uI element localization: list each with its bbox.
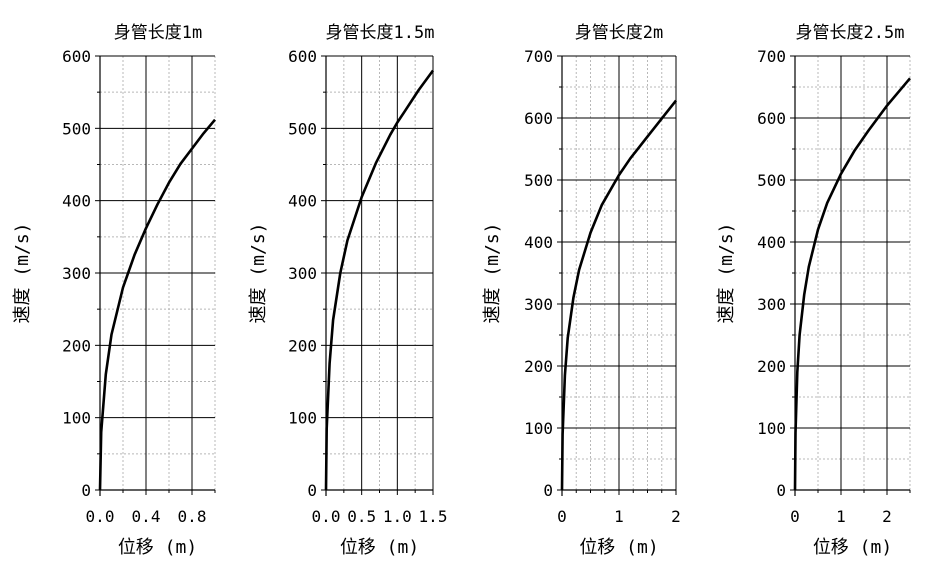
chart-panel-2: 0 100 200 300 400 500 600 0.0 0.5 1.0 1.5 身管长度1.5m 位… bbox=[248, 23, 447, 558]
y-tick-label: 500 bbox=[62, 119, 91, 138]
y-tick-label: 100 bbox=[524, 419, 553, 438]
y-tick-label: 600 bbox=[524, 109, 553, 128]
y-tick-label: 100 bbox=[757, 419, 786, 438]
y-tick-label: 400 bbox=[288, 192, 317, 211]
y-axis-label: 速度 (m/s) bbox=[12, 222, 33, 323]
chart-panel-3: 0 100 200 300 400 500 600 700 0 1 2 身管长度2m 位移 (m) 速度 … bbox=[482, 23, 681, 558]
x-tick-label: 0.4 bbox=[132, 507, 161, 526]
y-axis-label: 速度 (m/s) bbox=[482, 222, 503, 323]
chart-panel-1: 0 100 200 300 400 500 600 0.0 0.4 0.8 身管长度1m 位移 (m)… bbox=[12, 23, 216, 558]
chart-title: 身管长度1.5m bbox=[326, 23, 435, 43]
x-tick-label: 1 bbox=[836, 507, 846, 526]
y-axis-label: 速度 (m/s) bbox=[716, 222, 737, 323]
y-tick-label: 700 bbox=[757, 47, 786, 66]
y-tick-label: 100 bbox=[62, 409, 91, 428]
x-tick-label: 1 bbox=[614, 507, 624, 526]
x-tick-label: 1.0 bbox=[383, 507, 412, 526]
y-tick-label: 400 bbox=[757, 233, 786, 252]
chart-title: 身管长度2.5m bbox=[796, 23, 905, 43]
y-tick-label: 600 bbox=[62, 47, 91, 66]
x-axis-label: 位移 (m) bbox=[118, 537, 197, 558]
x-tick-label: 0.0 bbox=[86, 507, 115, 526]
y-axis-label: 速度 (m/s) bbox=[248, 222, 269, 323]
y-tick-label: 300 bbox=[524, 295, 553, 314]
y-tick-label: 0 bbox=[776, 481, 786, 500]
y-tick-label: 200 bbox=[288, 336, 317, 355]
y-tick-label: 0 bbox=[543, 481, 553, 500]
y-tick-label: 0 bbox=[307, 481, 317, 500]
y-tick-label: 200 bbox=[524, 357, 553, 376]
y-tick-label: 500 bbox=[757, 171, 786, 190]
y-tick-label: 200 bbox=[757, 357, 786, 376]
velocity-curve bbox=[324, 69, 435, 491]
y-tick-label: 500 bbox=[288, 119, 317, 138]
velocity-curve bbox=[560, 99, 678, 491]
velocity-curve bbox=[793, 77, 911, 491]
y-tick-label: 300 bbox=[62, 264, 91, 283]
y-tick-label: 200 bbox=[62, 336, 91, 355]
x-tick-label: 2 bbox=[671, 507, 681, 526]
x-tick-label: 0.5 bbox=[347, 507, 376, 526]
y-tick-label: 400 bbox=[62, 192, 91, 211]
x-axis-label: 位移 (m) bbox=[813, 537, 892, 558]
chart-title: 身管长度1m bbox=[114, 23, 202, 43]
x-tick-label: 0 bbox=[557, 507, 567, 526]
x-tick-label: 0.0 bbox=[312, 507, 341, 526]
y-tick-label: 400 bbox=[524, 233, 553, 252]
x-tick-label: 1.5 bbox=[419, 507, 448, 526]
y-tick-label: 0 bbox=[81, 481, 91, 500]
chart-panel-4: 0 100 200 300 400 500 600 700 0 1 2 身管长度2.5m 位移 (m) 速… bbox=[716, 23, 911, 558]
y-tick-label: 100 bbox=[288, 409, 317, 428]
x-axis-label: 位移 (m) bbox=[340, 537, 419, 558]
y-tick-label: 600 bbox=[288, 47, 317, 66]
y-tick-label: 300 bbox=[288, 264, 317, 283]
y-tick-label: 600 bbox=[757, 109, 786, 128]
velocity-curve bbox=[98, 118, 216, 491]
chart-title: 身管长度2m bbox=[575, 23, 663, 43]
x-tick-label: 2 bbox=[882, 507, 892, 526]
x-tick-label: 0.8 bbox=[178, 507, 207, 526]
y-tick-label: 700 bbox=[524, 47, 553, 66]
x-axis-label: 位移 (m) bbox=[579, 537, 658, 558]
y-tick-label: 300 bbox=[757, 295, 786, 314]
x-tick-label: 0 bbox=[790, 507, 800, 526]
y-tick-label: 500 bbox=[524, 171, 553, 190]
